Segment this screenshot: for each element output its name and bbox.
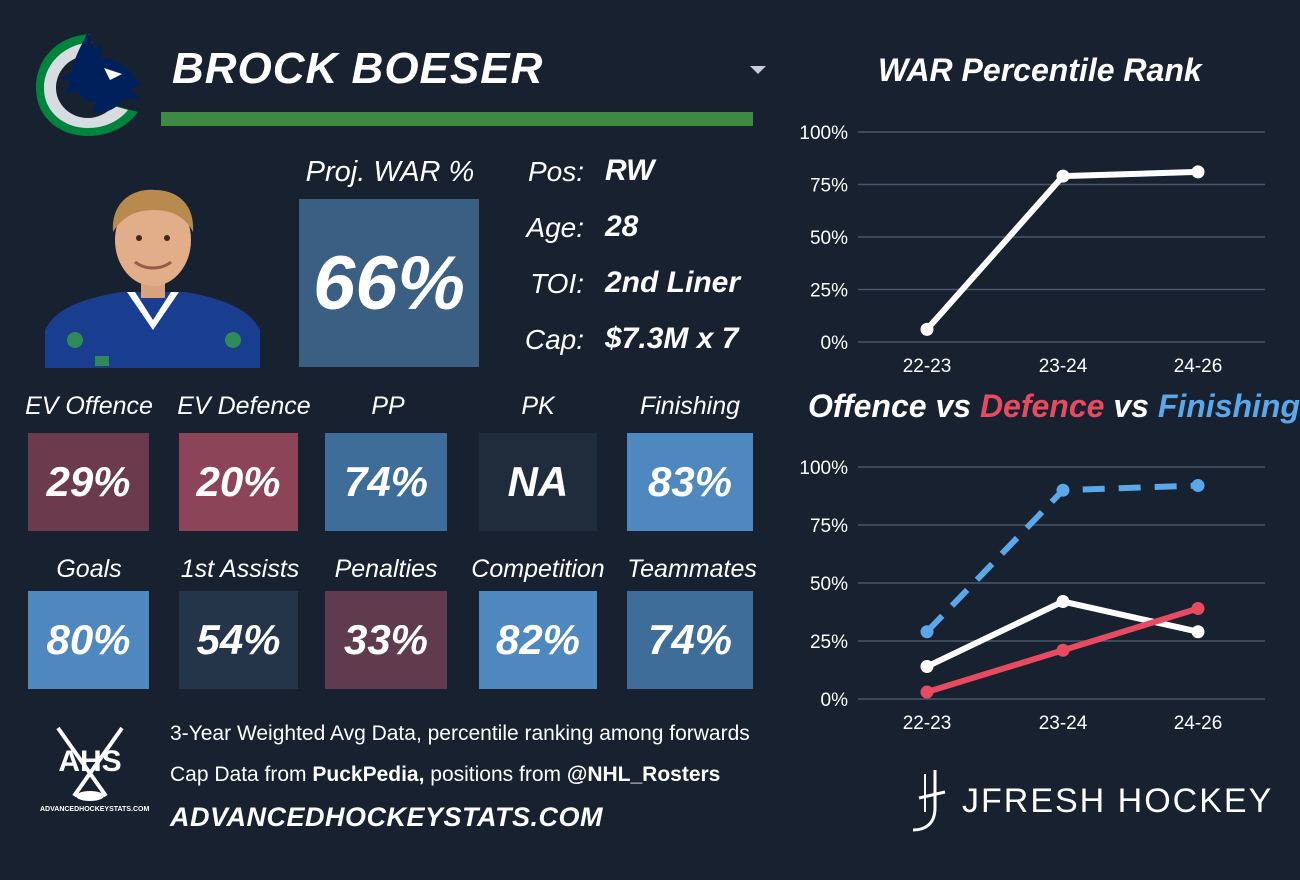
offence-defence-finishing-chart: 100% 75% 50% 25% 0% 22-23 23-24 24-26 [799, 458, 1265, 734]
age-value: 28 [605, 210, 639, 243]
chart1-y-tick: 75% [810, 176, 848, 197]
chart2-title-part-finishing: Finishing [1157, 388, 1300, 424]
tile-label-pp: PP [371, 392, 405, 420]
chart1-y-tick: 50% [810, 228, 848, 249]
tile-label-ev-defence: EV Defence [177, 392, 311, 420]
chart1-title: WAR Percentile Rank [878, 52, 1202, 88]
footer-note-2: Cap Data from PuckPedia, positions from … [170, 763, 720, 787]
chart2-point-finishing [920, 625, 934, 639]
puckpedia-link[interactable]: PuckPedia, [312, 763, 425, 786]
tile-label-pk: PK [521, 392, 555, 420]
chart1-y-tick: 0% [821, 333, 849, 354]
chart1-line-series0 [924, 168, 1199, 332]
chart2-title-part-defence: Defence [979, 388, 1105, 424]
projected-war-label: Proj. WAR % [305, 156, 475, 188]
chart2-x-tick: 24-26 [1174, 713, 1223, 734]
tile-label-penalties: Penalties [334, 555, 438, 583]
chart1-point-series0 [1191, 165, 1205, 179]
chart2-point-offence [1056, 595, 1070, 609]
brand-name: JFRESH HOCKEY [962, 782, 1274, 820]
chart2-point-defence [1056, 643, 1070, 657]
chart2-title-part-offence: Offence vs [808, 388, 980, 424]
tile-label-teammates: Teammates [627, 555, 757, 583]
tile-teammates: 74% [627, 591, 753, 689]
nhl-rosters-link[interactable]: @NHL_Rosters [566, 763, 721, 786]
chart2-title-part-vs: vs [1104, 388, 1158, 424]
website-url[interactable]: ADVANCEDHOCKEYSTATS.COM [170, 802, 604, 832]
chart1-y-tick: 25% [810, 281, 848, 302]
chart2-line-finishing [924, 482, 1199, 634]
tile-competition: 82% [479, 591, 597, 689]
chart1-x-tick: 23-24 [1039, 356, 1088, 377]
position-label: Pos: [527, 156, 584, 187]
chart2-y-tick: 0% [821, 690, 849, 711]
cap-label: Cap: [524, 324, 584, 355]
chart2-point-defence [1191, 602, 1205, 616]
footer-note-2-mid: positions from [424, 763, 567, 786]
footer-note-1: 3-Year Weighted Avg Data, percentile ran… [170, 722, 750, 745]
chart2-line-offence [925, 598, 1199, 670]
age-label: Age: [526, 212, 584, 243]
name-underline-bar [161, 112, 753, 126]
tile-label-1st-assists: 1st Assists [180, 555, 300, 583]
tile-finishing: 83% [627, 433, 753, 531]
chart2-point-offence [920, 660, 934, 674]
chart1-y-tick: 100% [799, 123, 848, 144]
chart2-y-tick: 100% [799, 458, 848, 479]
tile-label-finishing: Finishing [639, 392, 741, 420]
team-logo [36, 32, 142, 136]
player-dropdown-caret-icon[interactable] [750, 66, 766, 74]
ahs-logo-text: AHS [58, 745, 122, 778]
tile-ev-offence: 29% [28, 433, 149, 531]
chart2-y-tick: 25% [810, 632, 848, 653]
chart2-point-defence [920, 685, 934, 699]
tile-pp: 74% [325, 433, 447, 531]
chart1-x-tick: 24-26 [1174, 356, 1223, 377]
war-percentile-chart: 100% 75% 50% 25% 0% 22-23 23-24 24-26 [799, 123, 1265, 377]
projected-war-value: 66% [299, 199, 479, 367]
cap-value: $7.3M x 7 [605, 322, 739, 355]
chart2-point-finishing [1191, 479, 1205, 493]
chart2-x-tick: 22-23 [903, 713, 952, 734]
ahs-logo-subtext: ADVANCEDHOCKEYSTATS.COM [40, 806, 150, 813]
player-name: BROCK BOESER [172, 44, 544, 93]
position-value: RW [605, 154, 655, 187]
chart1-x-tick: 22-23 [903, 356, 952, 377]
tile-label-goals: Goals [56, 555, 122, 583]
footer-note-2-prefix: Cap Data from [170, 763, 313, 786]
chart2-point-finishing [1056, 483, 1070, 497]
tile-label-competition: Competition [471, 555, 605, 583]
tile-goals: 80% [28, 591, 149, 689]
chart1-point-series0 [1056, 169, 1070, 183]
chart2-y-tick: 50% [810, 574, 848, 595]
tile-1st-assists: 54% [179, 591, 298, 689]
tile-penalties: 33% [325, 591, 447, 689]
player-photo [45, 189, 260, 368]
chart2-title: Offence vs Defence vs Finishing [808, 388, 1300, 425]
toi-label: TOI: [530, 268, 584, 299]
chart2-point-offence [1191, 625, 1205, 639]
toi-value: 2nd Liner [605, 266, 741, 299]
tile-label-ev-offence: EV Offence [25, 392, 153, 420]
tile-pk: NA [479, 433, 597, 531]
chart2-x-tick: 23-24 [1039, 713, 1088, 734]
tile-ev-defence: 20% [179, 433, 298, 531]
chart1-point-series0 [920, 322, 934, 336]
ahs-logo-icon [56, 726, 124, 801]
jfresh-logo-icon [912, 770, 946, 832]
chart2-y-tick: 75% [810, 516, 848, 537]
